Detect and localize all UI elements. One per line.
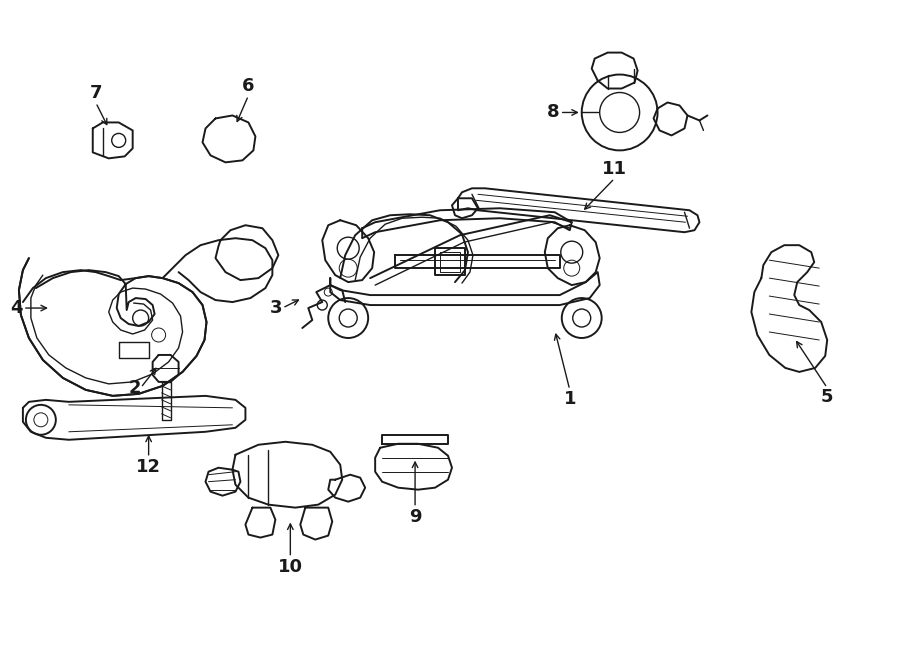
Text: 4: 4 bbox=[11, 299, 22, 317]
Text: 11: 11 bbox=[602, 161, 627, 178]
Text: 10: 10 bbox=[278, 557, 302, 576]
Text: 5: 5 bbox=[821, 388, 833, 406]
Text: 7: 7 bbox=[89, 85, 102, 102]
Text: 12: 12 bbox=[136, 457, 161, 476]
Text: 9: 9 bbox=[409, 508, 421, 525]
Text: 2: 2 bbox=[128, 379, 140, 397]
Text: 8: 8 bbox=[547, 104, 560, 122]
Text: 1: 1 bbox=[563, 390, 576, 408]
Text: 3: 3 bbox=[270, 299, 283, 317]
Text: 6: 6 bbox=[242, 77, 255, 95]
